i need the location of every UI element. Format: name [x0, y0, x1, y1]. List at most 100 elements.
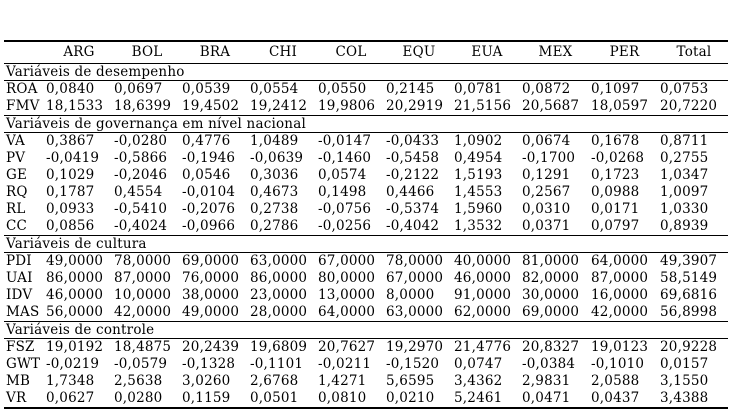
cell: 28,0000 [250, 304, 308, 320]
cell: 21,4776 [454, 339, 512, 355]
column-header: COL [316, 41, 384, 64]
cell: -0,1010 [591, 356, 645, 372]
cell: 56,8998 [660, 304, 718, 320]
cell: 78,0000 [386, 253, 444, 269]
cell: 1,5960 [454, 201, 503, 217]
cell: 19,2412 [250, 98, 308, 114]
cell: 0,0747 [454, 356, 503, 372]
row-label: VA [6, 133, 25, 149]
cell: -0,4042 [386, 218, 440, 234]
cell: 0,8939 [660, 218, 709, 234]
table-row: MAS 56,0000 42,0000 49,0000 28,0000 64,0000 63… [4, 304, 728, 322]
row-label: ROA [6, 81, 38, 97]
table-body: Variáveis de desempenho ROA 0,0840 0,0697 0,… [4, 63, 728, 409]
cell: 19,6809 [250, 339, 308, 355]
row-label: UAI [6, 270, 33, 286]
cell: 64,0000 [591, 253, 649, 269]
cell: 86,0000 [250, 270, 308, 286]
cell: 0,1097 [591, 81, 640, 97]
cell: 1,3532 [454, 218, 503, 234]
cell: 1,0489 [250, 133, 299, 149]
section-title-row: Variáveis de governança em nível naciona… [4, 115, 728, 133]
row-label: RQ [6, 184, 28, 200]
cell: 0,4466 [386, 184, 435, 200]
cell: 46,0000 [454, 270, 512, 286]
table-row: PV -0,0419 -0,5866 -0,1946 -0,0639 -0,1460 -0,… [4, 150, 728, 167]
cell: 91,0000 [454, 287, 512, 303]
cell: 0,2755 [660, 150, 709, 166]
section-title-row: Variáveis de cultura [4, 235, 728, 253]
table-header: ARG BOL BRA CHI COL EQU EUA MEX PER Total [4, 41, 728, 64]
cell: 3,1550 [660, 373, 709, 389]
row-label: PDI [6, 253, 32, 269]
cell: 67,0000 [318, 253, 376, 269]
cell: 0,0171 [591, 201, 640, 217]
cell: 18,0597 [591, 98, 649, 114]
cell: 0,0550 [318, 81, 367, 97]
cell: 49,0000 [182, 304, 240, 320]
cell: -0,0211 [318, 356, 372, 372]
cell: 0,4776 [182, 133, 231, 149]
cell: 0,0697 [114, 81, 163, 97]
cell: 46,0000 [46, 287, 104, 303]
cell: 5,6595 [386, 373, 435, 389]
cell: 0,0539 [182, 81, 231, 97]
header-row: ARG BOL BRA CHI COL EQU EUA MEX PER Total [4, 41, 728, 64]
cell: 0,2738 [250, 201, 299, 217]
cell: 87,0000 [114, 270, 172, 286]
column-header: BRA [180, 41, 248, 64]
cell: 1,4271 [318, 373, 367, 389]
cell: 56,0000 [46, 304, 104, 320]
section-title-row: Variáveis de desempenho [4, 63, 728, 81]
row-label: GWT [6, 356, 41, 372]
cell: -0,0384 [522, 356, 576, 372]
cell: 81,0000 [522, 253, 580, 269]
row-label: CC [6, 218, 28, 234]
cell: 42,0000 [114, 304, 172, 320]
cell: 1,0097 [660, 184, 709, 200]
cell: 86,0000 [46, 270, 104, 286]
cell: 0,1787 [46, 184, 95, 200]
section-title: Variáveis de governança em nível naciona… [4, 115, 728, 133]
cell: 19,2970 [386, 339, 444, 355]
cell: 0,0471 [522, 390, 571, 406]
table-row: ROA 0,0840 0,0697 0,0539 0,0554 0,0550 0,2145 0… [4, 81, 728, 99]
statistics-table: ARG BOL BRA CHI COL EQU EUA MEX PER Total Variáve… [4, 40, 728, 409]
cell: -0,2122 [386, 167, 440, 183]
column-header: BOL [112, 41, 180, 64]
cell: 1,5193 [454, 167, 503, 183]
cell: 1,0330 [660, 201, 709, 217]
cell: 0,0856 [46, 218, 95, 234]
row-label: VR [6, 390, 27, 406]
cell: 0,2567 [522, 184, 571, 200]
cell: 49,0000 [46, 253, 104, 269]
row-label: PV [6, 150, 26, 166]
cell: 20,2439 [182, 339, 240, 355]
cell: 19,9806 [318, 98, 376, 114]
cell: 62,0000 [454, 304, 512, 320]
cell: 5,2461 [454, 390, 503, 406]
cell: 0,0627 [46, 390, 95, 406]
column-header: Total [658, 41, 728, 64]
cell: -0,1460 [318, 150, 372, 166]
cell: 0,1498 [318, 184, 367, 200]
cell: 1,0902 [454, 133, 503, 149]
cell: -0,0280 [114, 133, 168, 149]
column-header: MEX [520, 41, 589, 64]
section-title: Variáveis de controle [4, 321, 728, 339]
table-row: GE 0,1029 -0,2046 0,0546 0,3036 0,0574 -0,2122… [4, 167, 728, 184]
cell: -0,1700 [522, 150, 576, 166]
cell: 82,0000 [522, 270, 580, 286]
cell: 0,0437 [591, 390, 640, 406]
cell: 16,0000 [591, 287, 649, 303]
table-row: RQ 0,1787 0,4554 -0,0104 0,4673 0,1498 0,4466 1… [4, 184, 728, 201]
section-title: Variáveis de cultura [4, 235, 728, 253]
cell: -0,0104 [182, 184, 236, 200]
cell: 19,4502 [182, 98, 240, 114]
cell: -0,1101 [250, 356, 304, 372]
section-title-row: Variáveis de controle [4, 321, 728, 339]
cell: 21,5156 [454, 98, 512, 114]
cell: 0,1159 [182, 390, 231, 406]
row-label: IDV [6, 287, 33, 303]
